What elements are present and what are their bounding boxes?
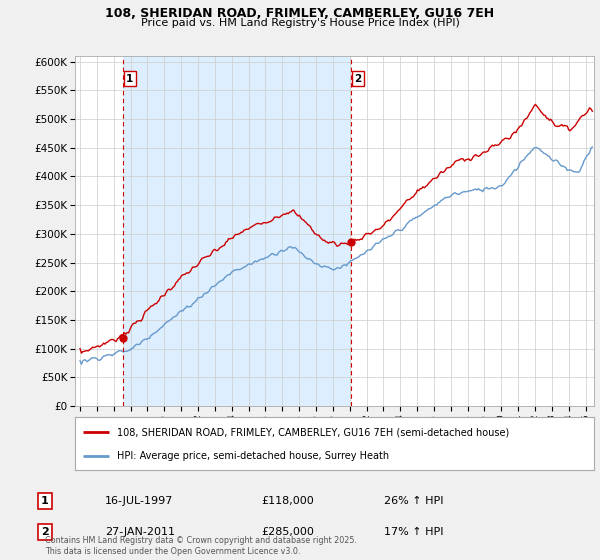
Text: 108, SHERIDAN ROAD, FRIMLEY, CAMBERLEY, GU16 7EH: 108, SHERIDAN ROAD, FRIMLEY, CAMBERLEY, … [106,7,494,20]
Text: Price paid vs. HM Land Registry's House Price Index (HPI): Price paid vs. HM Land Registry's House … [140,18,460,29]
Text: HPI: Average price, semi-detached house, Surrey Heath: HPI: Average price, semi-detached house,… [116,450,389,460]
Text: 2: 2 [354,74,361,84]
Text: £118,000: £118,000 [261,496,314,506]
Bar [123,56,351,406]
Text: 17% ↑ HPI: 17% ↑ HPI [384,527,443,537]
Text: £285,000: £285,000 [261,527,314,537]
Text: 1: 1 [126,74,133,84]
Text: 108, SHERIDAN ROAD, FRIMLEY, CAMBERLEY, GU16 7EH (semi-detached house): 108, SHERIDAN ROAD, FRIMLEY, CAMBERLEY, … [116,427,509,437]
Text: 2: 2 [41,527,49,537]
Text: 27-JAN-2011: 27-JAN-2011 [105,527,175,537]
Text: 1: 1 [41,496,49,506]
Text: Contains HM Land Registry data © Crown copyright and database right 2025.
This d: Contains HM Land Registry data © Crown c… [45,536,357,556]
Text: 26% ↑ HPI: 26% ↑ HPI [384,496,443,506]
Text: 16-JUL-1997: 16-JUL-1997 [105,496,173,506]
